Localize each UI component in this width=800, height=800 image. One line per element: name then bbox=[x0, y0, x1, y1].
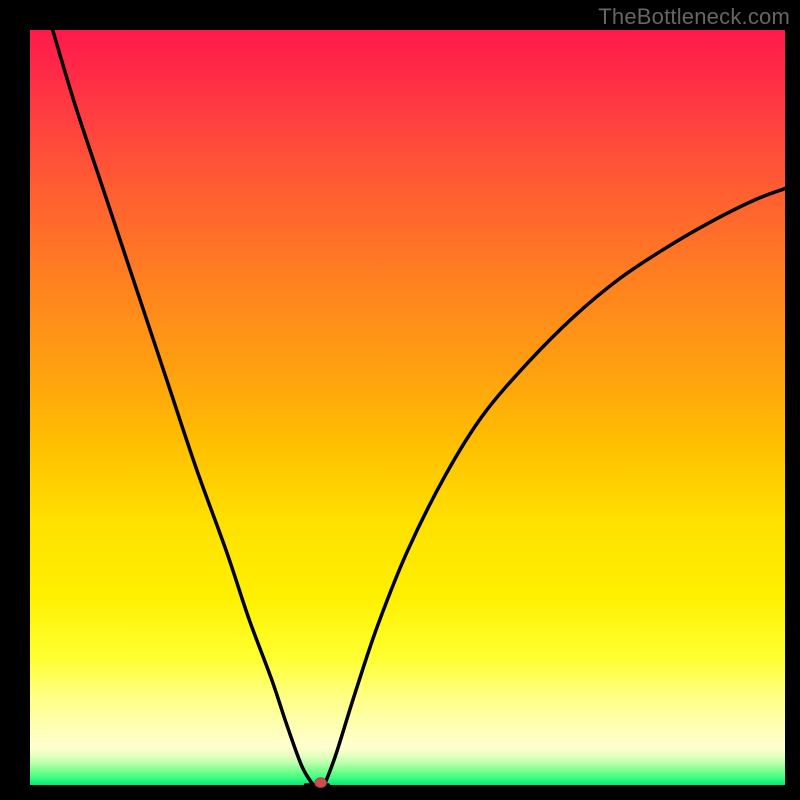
bottleneck-curve-chart bbox=[0, 0, 800, 800]
watermark-text: TheBottleneck.com bbox=[598, 4, 790, 30]
chart-container: TheBottleneck.com bbox=[0, 0, 800, 800]
plot-background bbox=[30, 30, 785, 785]
optimal-point-marker bbox=[315, 778, 327, 788]
